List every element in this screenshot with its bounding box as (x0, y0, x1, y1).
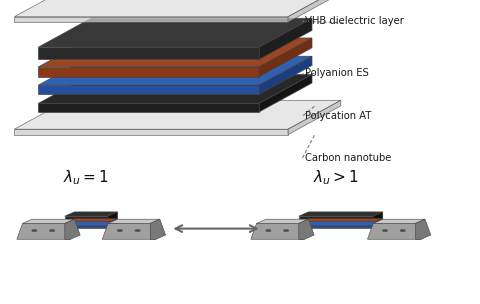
Bar (65, 223, 108, 226)
Bar (38, 103, 259, 112)
Polygon shape (65, 219, 118, 223)
Polygon shape (288, 100, 341, 135)
Polygon shape (108, 219, 118, 226)
Polygon shape (38, 18, 312, 47)
Polygon shape (17, 223, 71, 239)
Text: $\lambda_u = 1$: $\lambda_u = 1$ (63, 168, 109, 187)
Polygon shape (299, 212, 383, 216)
Polygon shape (373, 222, 383, 228)
Ellipse shape (117, 230, 122, 232)
Ellipse shape (135, 230, 140, 232)
Polygon shape (150, 219, 166, 239)
Polygon shape (259, 74, 312, 112)
Text: Polyanion ES: Polyanion ES (305, 68, 369, 78)
Ellipse shape (284, 230, 289, 232)
Text: VHB dielectric layer: VHB dielectric layer (305, 16, 404, 26)
Polygon shape (259, 38, 312, 77)
Polygon shape (415, 219, 431, 239)
Bar (299, 216, 373, 223)
Polygon shape (373, 219, 425, 223)
Bar (65, 226, 108, 228)
Polygon shape (23, 219, 74, 223)
Polygon shape (38, 38, 312, 67)
Polygon shape (368, 223, 421, 239)
Text: Polycation AT: Polycation AT (305, 111, 371, 121)
Ellipse shape (32, 230, 37, 232)
Polygon shape (259, 56, 312, 94)
Polygon shape (373, 212, 383, 223)
Bar (38, 67, 259, 77)
Polygon shape (288, 0, 341, 22)
Bar (299, 223, 373, 226)
Polygon shape (14, 0, 341, 17)
Ellipse shape (49, 230, 55, 232)
Bar (14, 17, 288, 22)
Polygon shape (299, 219, 383, 223)
Polygon shape (38, 74, 312, 103)
Polygon shape (299, 219, 314, 239)
Polygon shape (38, 56, 312, 85)
Polygon shape (65, 222, 118, 226)
Bar (65, 216, 108, 223)
Ellipse shape (383, 230, 388, 232)
Text: Carbon nanotube: Carbon nanotube (305, 153, 391, 163)
Bar (299, 226, 373, 228)
Bar (38, 85, 259, 94)
Polygon shape (108, 222, 118, 228)
Polygon shape (251, 223, 304, 239)
Polygon shape (259, 18, 312, 59)
Polygon shape (299, 222, 383, 226)
Polygon shape (102, 223, 156, 239)
Polygon shape (373, 219, 383, 226)
Text: $\lambda_u > 1$: $\lambda_u > 1$ (313, 168, 359, 187)
Polygon shape (108, 212, 118, 223)
Bar (14, 129, 288, 135)
Polygon shape (108, 219, 160, 223)
Ellipse shape (266, 230, 271, 232)
Polygon shape (14, 100, 341, 129)
Ellipse shape (400, 230, 406, 232)
Bar (38, 47, 259, 59)
Polygon shape (65, 212, 118, 216)
Polygon shape (65, 219, 80, 239)
Polygon shape (256, 219, 308, 223)
